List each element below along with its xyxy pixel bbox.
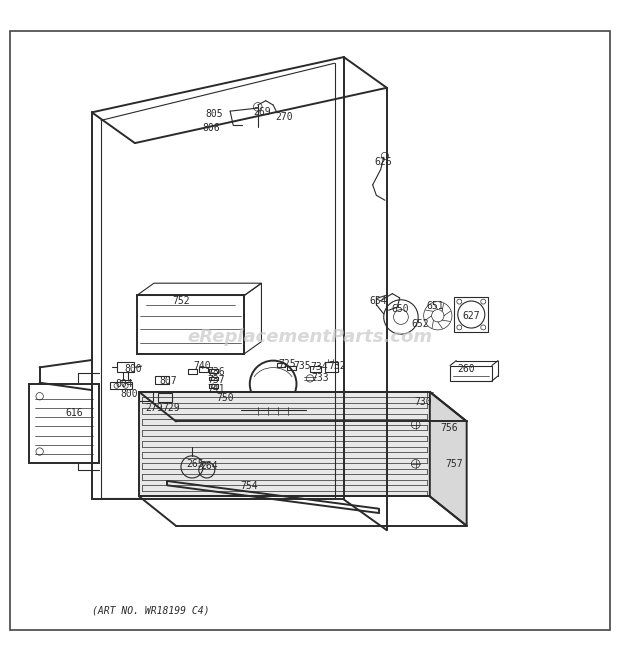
Text: 804: 804 xyxy=(115,379,133,389)
Text: 741: 741 xyxy=(207,384,225,394)
Text: 754: 754 xyxy=(241,481,258,491)
Text: 626: 626 xyxy=(374,157,392,167)
Polygon shape xyxy=(139,392,430,496)
Text: 750: 750 xyxy=(216,393,234,403)
Text: 733: 733 xyxy=(311,373,329,383)
Text: 757: 757 xyxy=(445,459,463,469)
Text: eReplacementParts.com: eReplacementParts.com xyxy=(187,328,433,346)
Text: 729: 729 xyxy=(162,403,180,413)
Text: 734: 734 xyxy=(311,362,328,372)
Text: 807: 807 xyxy=(159,377,177,387)
Text: 651: 651 xyxy=(427,301,445,311)
Polygon shape xyxy=(430,392,467,526)
Text: 752: 752 xyxy=(172,296,190,306)
Text: 265: 265 xyxy=(186,459,203,469)
Text: 279: 279 xyxy=(145,403,163,413)
Text: 735: 735 xyxy=(293,360,311,371)
Text: 616: 616 xyxy=(66,408,83,418)
Polygon shape xyxy=(139,392,467,422)
Text: 627: 627 xyxy=(463,311,480,321)
Text: 269: 269 xyxy=(254,107,271,118)
Text: 260: 260 xyxy=(458,364,475,374)
Text: 264: 264 xyxy=(201,461,218,471)
Text: 730: 730 xyxy=(414,397,432,407)
Text: 740: 740 xyxy=(193,361,211,371)
Text: 654: 654 xyxy=(370,296,388,306)
Text: 805: 805 xyxy=(206,109,223,119)
Text: 800: 800 xyxy=(125,364,142,374)
Text: 756: 756 xyxy=(440,422,458,432)
Text: 732: 732 xyxy=(329,361,346,371)
Text: 806: 806 xyxy=(203,123,220,133)
Text: 737: 737 xyxy=(207,375,225,385)
Text: 270: 270 xyxy=(275,112,293,122)
Text: (ART NO. WR18199 C4): (ART NO. WR18199 C4) xyxy=(92,605,210,615)
Text: 736: 736 xyxy=(207,368,225,377)
Text: 800: 800 xyxy=(121,389,138,399)
Text: 725: 725 xyxy=(278,360,296,369)
Text: 650: 650 xyxy=(392,304,409,314)
Text: 652: 652 xyxy=(412,319,429,329)
